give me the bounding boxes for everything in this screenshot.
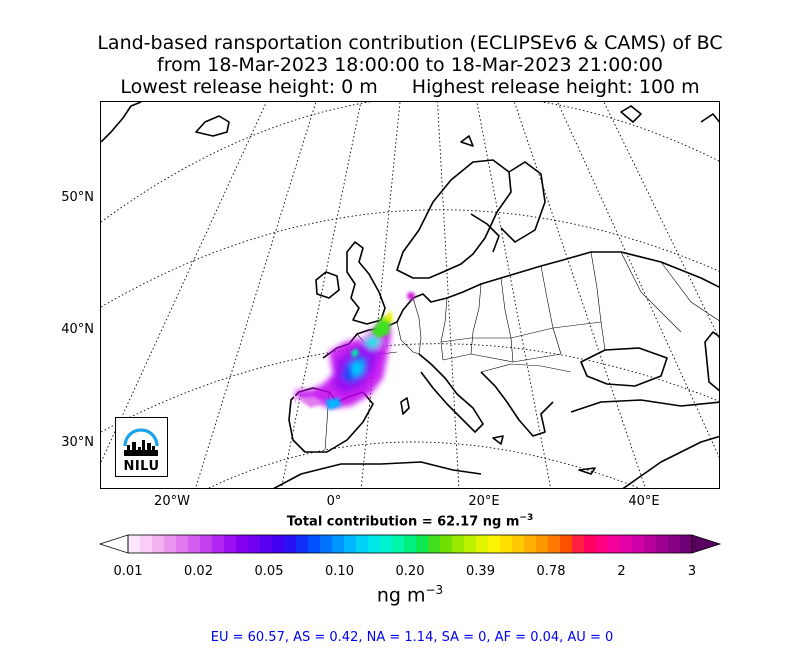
colorbar-cell xyxy=(620,535,633,553)
colorbar-cell xyxy=(368,535,381,553)
colorbar-tick-label: 3 xyxy=(687,564,697,579)
colorbar-cell xyxy=(188,535,201,553)
colorbar-cell xyxy=(332,535,345,553)
coastlines xyxy=(101,102,719,488)
colorbar-cell xyxy=(656,535,669,553)
colorbar-units-exponent: −3 xyxy=(425,583,444,597)
colorbar-cell xyxy=(668,535,681,553)
total-contribution-exponent: −3 xyxy=(519,513,534,523)
colorbar-under-arrow xyxy=(98,534,129,554)
colorbar-tick-label: 0.05 xyxy=(254,564,284,579)
colorbar-cell xyxy=(320,535,333,553)
colorbar-cell xyxy=(464,535,477,553)
total-contribution: Total contribution = 62.17 ng m−3 xyxy=(0,513,800,529)
colorbar-cells xyxy=(128,535,693,553)
colorbar-cell xyxy=(272,535,285,553)
lowest-release-height: Lowest release height: 0 m xyxy=(120,76,378,98)
colorbar-cell xyxy=(128,535,141,553)
colorbar-tick-label: 0.39 xyxy=(466,564,495,579)
colorbar-cell xyxy=(548,535,561,553)
colorbar-frame xyxy=(127,534,693,554)
colorbar-cell xyxy=(632,535,645,553)
map-canvas xyxy=(101,102,719,488)
europe-map xyxy=(100,101,720,489)
colorbar-cell xyxy=(560,535,573,553)
colorbar-units: ng m−3 xyxy=(0,583,800,606)
colorbar-cell xyxy=(416,535,429,553)
colorbar-cell xyxy=(176,535,189,553)
colorbar-cell xyxy=(308,535,321,553)
colorbar-cell xyxy=(404,535,417,553)
nilu-logo: NILU xyxy=(115,417,168,477)
colorbar-tick-label: 0.01 xyxy=(113,564,143,579)
plot-title-line-1: Land-based ransportation contribution (E… xyxy=(97,32,723,54)
plot-title-line-3: Lowest release height: 0 m Highest releas… xyxy=(10,76,800,98)
colorbar-cell xyxy=(200,535,213,553)
colorbar-cell xyxy=(596,535,609,553)
colorbar xyxy=(98,534,722,554)
lon-label-0: 0° xyxy=(326,494,342,509)
colorbar-cell xyxy=(524,535,537,553)
colorbar-tick-label: 0.78 xyxy=(536,564,566,579)
region-summary: EU = 60.57, AS = 0.42, NA = 1.14, SA = 0… xyxy=(210,630,614,645)
colorbar-units-text: ng m xyxy=(376,584,426,607)
colorbar-cell xyxy=(428,535,441,553)
colorbar-cell xyxy=(476,535,489,553)
colorbar-cell xyxy=(260,535,273,553)
colorbar-cell xyxy=(296,535,309,553)
colorbar-cell xyxy=(452,535,465,553)
lon-label-20e: 20°E xyxy=(468,494,500,509)
colorbar-cell xyxy=(572,535,585,553)
colorbar-cell xyxy=(152,535,165,553)
concentration-field xyxy=(293,292,415,410)
colorbar-cell xyxy=(380,535,393,553)
colorbar-tick-label: 0.02 xyxy=(184,564,213,579)
colorbar-cell xyxy=(644,535,657,553)
lon-label-20w: 20°W xyxy=(154,494,190,509)
lat-label-30n: 30°N xyxy=(61,435,94,450)
lon-label-40e: 40°E xyxy=(628,494,660,509)
total-contribution-text: Total contribution = 62.17 ng m xyxy=(286,514,520,530)
colorbar-cell xyxy=(488,535,501,553)
colorbar-cell xyxy=(248,535,261,553)
colorbar-tick-label: 0.10 xyxy=(325,564,354,579)
colorbar-cell xyxy=(500,535,513,553)
colorbar-cell xyxy=(512,535,525,553)
colorbar-cell xyxy=(284,535,297,553)
nilu-logo-text: NILU xyxy=(123,459,160,474)
colorbar-tick-label: 0.20 xyxy=(395,564,425,579)
colorbar-cell xyxy=(440,535,453,553)
colorbar-cell xyxy=(680,535,693,553)
lat-label-50n: 50°N xyxy=(61,190,94,205)
highest-release-height: Highest release height: 100 m xyxy=(411,76,700,98)
colorbar-cell xyxy=(536,535,549,553)
colorbar-cell xyxy=(236,535,249,553)
colorbar-cell xyxy=(224,535,237,553)
nilu-logo-mark xyxy=(123,428,159,456)
colorbar-cell xyxy=(164,535,177,553)
colorbar-over-arrow xyxy=(691,534,722,554)
colorbar-cell xyxy=(212,535,225,553)
colorbar-cell xyxy=(140,535,153,553)
colorbar-cell xyxy=(392,535,405,553)
colorbar-cell xyxy=(344,535,357,553)
graticule xyxy=(101,102,719,488)
country-borders xyxy=(324,251,719,451)
lat-label-40n: 40°N xyxy=(61,322,94,337)
colorbar-cell xyxy=(356,535,369,553)
plot-title-line-2: from 18-Mar-2023 18:00:00 to 18-Mar-2023… xyxy=(157,54,663,76)
colorbar-cell xyxy=(584,535,597,553)
colorbar-tick-label: 2 xyxy=(617,564,626,579)
colorbar-cell xyxy=(608,535,621,553)
